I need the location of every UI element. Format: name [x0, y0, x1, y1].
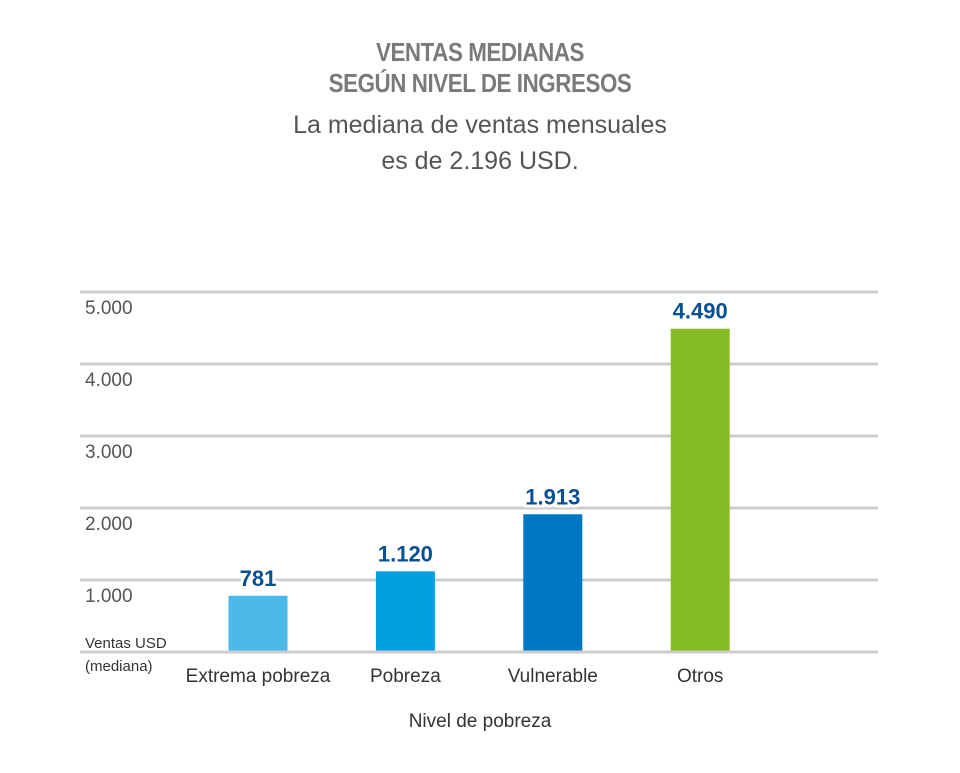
chart-title-line1: VENTAS MEDIANAS: [375, 37, 585, 67]
y-axis-label-line2: (mediana): [85, 658, 153, 675]
bar: [375, 571, 435, 651]
gridlines: [80, 290, 878, 654]
x-tick-label: Otros: [677, 666, 723, 687]
x-tick-label: Extrema pobreza: [186, 666, 331, 687]
x-tick-label: Vulnerable: [508, 666, 598, 687]
x-axis-label: Nivel de pobreza: [409, 711, 552, 732]
chart-title-line2: SEGÚN NIVEL DE INGRESOS: [328, 68, 632, 98]
bar: [523, 514, 583, 651]
bar: [228, 595, 288, 651]
y-tick-label: 1.000: [85, 586, 133, 607]
chart-subtitle-line2: es de 2.196 USD.: [381, 147, 579, 175]
bar-value-label: 1.913: [525, 484, 580, 509]
chart-subtitle-line1: La mediana de ventas mensuales: [293, 111, 667, 139]
y-axis-label-line1: Ventas USD: [85, 635, 167, 652]
x-axis-ticks: Extrema pobreza Pobreza Vulnerable Otros: [186, 666, 724, 687]
y-tick-label: 3.000: [85, 442, 133, 463]
bar-value-label: 781: [240, 566, 277, 591]
y-axis-ticks: 1.000 2.000 3.000 4.000 5.000: [85, 298, 133, 607]
y-tick-label: 4.000: [85, 370, 133, 391]
y-tick-label: 2.000: [85, 514, 133, 535]
bars: [228, 328, 730, 651]
bar-value-label: 4.490: [673, 299, 728, 324]
x-tick-label: Pobreza: [370, 666, 441, 687]
value-labels: 781 1.120 1.913 4.490: [237, 296, 731, 594]
bar: [670, 328, 730, 651]
y-tick-label: 5.000: [85, 298, 133, 319]
bar-value-label: 1.120: [378, 541, 433, 566]
